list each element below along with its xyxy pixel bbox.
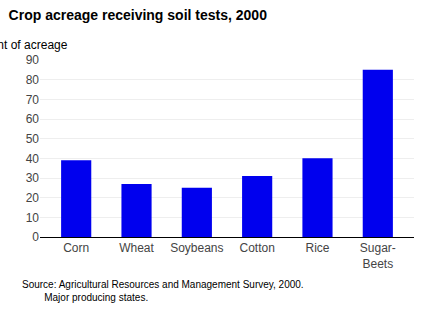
svg-text:30: 30 <box>26 171 40 185</box>
svg-text:Soybeans: Soybeans <box>170 241 223 255</box>
svg-text:50: 50 <box>26 132 40 146</box>
svg-text:Sugar-Beets: Sugar-Beets <box>360 241 396 271</box>
svg-text:Cotton: Cotton <box>239 241 274 255</box>
svg-text:Rice: Rice <box>305 241 329 255</box>
svg-text:Crop acreage receiving soil te: Crop acreage receiving soil tests, 2000 <box>9 7 268 23</box>
svg-text:20: 20 <box>26 191 40 205</box>
svg-text:Wheat: Wheat <box>119 241 154 255</box>
svg-text:60: 60 <box>26 112 40 126</box>
svg-text:10: 10 <box>26 211 40 225</box>
svg-text:Percent of acreage: Percent of acreage <box>0 38 68 52</box>
svg-text:80: 80 <box>26 73 40 87</box>
svg-text:0: 0 <box>32 230 39 244</box>
svg-text:40: 40 <box>26 152 40 166</box>
svg-text:Source: Agricultural Resources: Source: Agricultural Resources and Manag… <box>22 279 304 303</box>
svg-text:90: 90 <box>26 53 40 67</box>
svg-text:70: 70 <box>26 93 40 107</box>
svg-text:Corn: Corn <box>63 241 89 255</box>
